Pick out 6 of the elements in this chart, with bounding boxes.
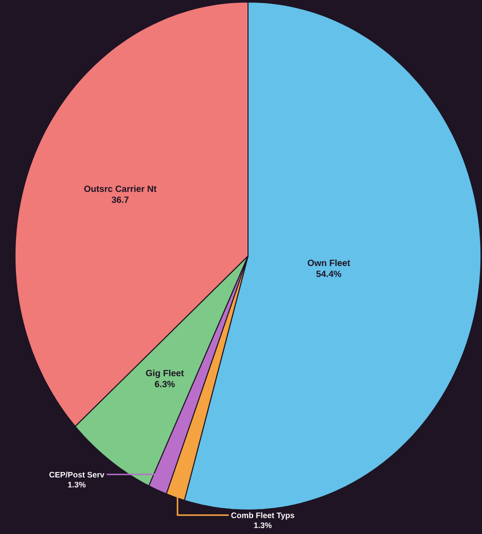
slice-label: Own Fleet <box>308 259 350 266</box>
slice-label: Outsrc Carrier Nt <box>84 185 156 192</box>
data-label: 36.7 <box>112 196 129 203</box>
data-label: 54.4% <box>316 270 342 278</box>
data-label: 6.3% <box>154 380 175 388</box>
slice-label: Gig Fleet <box>146 370 184 378</box>
